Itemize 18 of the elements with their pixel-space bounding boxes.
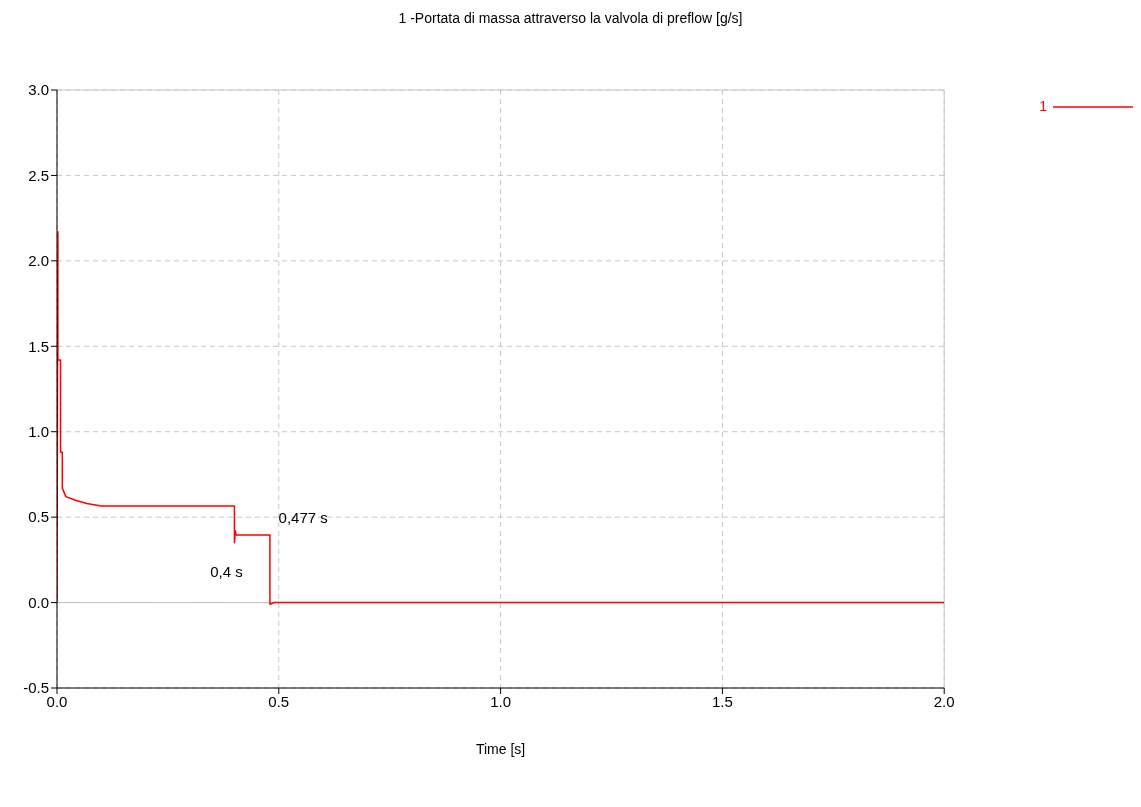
y-tick-label: -0.5 bbox=[23, 679, 49, 697]
x-tick-label: 2.0 bbox=[933, 692, 955, 710]
y-tick-label: 2.0 bbox=[28, 252, 49, 270]
chart-title: 1 -Portata di massa attraverso la valvola di preflow [g/s] bbox=[397, 9, 744, 28]
x-tick-label: 1.0 bbox=[490, 692, 512, 710]
annotation: 0,477 s bbox=[278, 509, 328, 527]
annotation: 0,4 s bbox=[210, 563, 243, 581]
y-tick-label: 1.5 bbox=[28, 337, 49, 355]
x-tick-label: 0.5 bbox=[268, 692, 290, 710]
y-tick-label: 1.0 bbox=[28, 423, 49, 441]
x-tick-label: 0.0 bbox=[46, 692, 68, 710]
y-tick-label: 0.5 bbox=[28, 508, 49, 526]
y-tick-label: 3.0 bbox=[28, 81, 49, 99]
y-tick-label: 2.5 bbox=[28, 166, 49, 184]
x-axis-title: Time [s] bbox=[475, 741, 526, 757]
text: 1 bbox=[1039, 98, 1047, 114]
x-tick-label: 1.5 bbox=[711, 692, 733, 710]
y-tick-label: 0.0 bbox=[28, 593, 49, 611]
